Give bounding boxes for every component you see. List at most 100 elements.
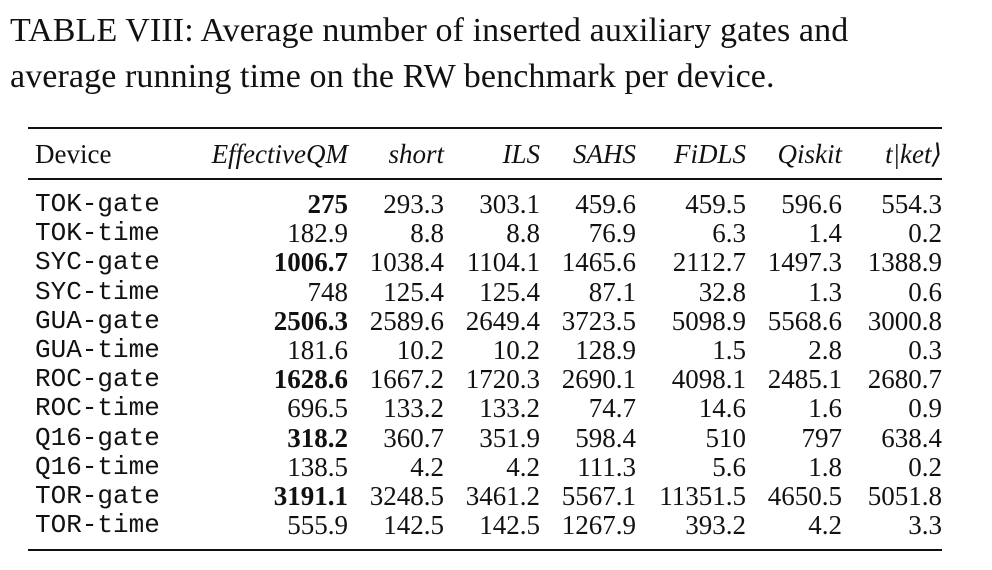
column-header-effectiveqm: EffectiveQM bbox=[211, 139, 348, 169]
row-label-cell: SYC-gate bbox=[35, 247, 160, 278]
table-caption: TABLE VIII: Average number of inserted a… bbox=[10, 8, 985, 100]
table-body: TOK-gate 275 293.3 303.1 459.6 459.5 596.6 554.… bbox=[28, 173, 942, 540]
value-cell-qiskit: 1.8 bbox=[808, 451, 842, 482]
table-row: ROC-gate 1628.6 1667.2 1720.3 2690.1 4098.1 24… bbox=[28, 365, 942, 394]
value-cell-effectiveqm: 138.5 bbox=[287, 451, 348, 482]
value-cell-tket: 3000.8 bbox=[867, 305, 942, 336]
value-cell-tket: 5051.8 bbox=[867, 481, 942, 512]
value-cell-effectiveqm: 555.9 bbox=[287, 510, 348, 541]
value-cell-sahs: 1267.9 bbox=[561, 510, 636, 541]
value-cell-sahs: 1465.6 bbox=[561, 247, 636, 278]
value-cell-short: 125.4 bbox=[383, 276, 444, 307]
row-label-cell: ROC-gate bbox=[35, 364, 160, 395]
value-cell-fidls: 14.6 bbox=[698, 393, 746, 424]
value-cell-fidls: 6.3 bbox=[712, 218, 746, 249]
table-row: GUA-gate 2506.3 2589.6 2649.4 3723.5 5098.9 55… bbox=[28, 305, 942, 336]
value-cell-ils: 10.2 bbox=[492, 335, 540, 366]
value-cell-qiskit: 4650.5 bbox=[767, 481, 842, 512]
row-label-cell: ROC-time bbox=[35, 393, 160, 424]
value-cell-fidls: 1.5 bbox=[712, 335, 746, 366]
value-cell-short: 3248.5 bbox=[369, 481, 444, 512]
table-row: SYC-time 748 125.4 125.4 87.1 32.8 1.3 0.6 bbox=[28, 276, 942, 307]
row-label-cell: GUA-gate bbox=[35, 305, 160, 336]
value-cell-sahs: 459.6 bbox=[575, 189, 636, 219]
value-cell-qiskit: 5568.6 bbox=[767, 305, 842, 336]
value-cell-effectiveqm: 318.2 bbox=[287, 422, 348, 453]
value-cell-short: 10.2 bbox=[396, 335, 444, 366]
row-label-cell: TOK-time bbox=[35, 218, 160, 249]
value-cell-fidls: 5098.9 bbox=[671, 305, 746, 336]
table-header-row: Device EffectiveQM short ILS SAHS FiDLS Qiskit… bbox=[28, 136, 942, 173]
value-cell-short: 293.3 bbox=[383, 189, 444, 219]
value-cell-tket: 554.3 bbox=[881, 189, 942, 219]
value-cell-ils: 3461.2 bbox=[465, 481, 540, 512]
value-cell-effectiveqm: 2506.3 bbox=[273, 305, 348, 336]
table-row: TOR-gate 3191.1 3248.5 3461.2 5567.1 11351.5 4… bbox=[28, 481, 942, 512]
column-header-sahs: SAHS bbox=[573, 139, 636, 169]
value-cell-tket: 2680.7 bbox=[867, 364, 942, 395]
value-cell-effectiveqm: 1628.6 bbox=[273, 364, 348, 395]
column-header-tket: t|ket⟩ bbox=[885, 139, 942, 169]
value-cell-tket: 0.6 bbox=[908, 276, 942, 307]
value-cell-short: 4.2 bbox=[410, 451, 444, 482]
value-cell-sahs: 128.9 bbox=[575, 335, 636, 366]
table-top-rule bbox=[28, 127, 942, 129]
column-header-ils: ILS bbox=[502, 139, 540, 169]
value-cell-effectiveqm: 3191.1 bbox=[273, 481, 348, 512]
value-cell-fidls: 11351.5 bbox=[659, 481, 746, 512]
caption-line-2: average running time on the RW benchmark… bbox=[10, 58, 775, 95]
value-cell-qiskit: 2.8 bbox=[808, 335, 842, 366]
value-cell-tket: 0.2 bbox=[908, 451, 942, 482]
value-cell-qiskit: 596.6 bbox=[781, 189, 842, 219]
value-cell-short: 8.8 bbox=[410, 218, 444, 249]
value-cell-ils: 142.5 bbox=[479, 510, 540, 541]
column-header-device: Device bbox=[35, 139, 112, 169]
value-cell-effectiveqm: 181.6 bbox=[287, 335, 348, 366]
table-bottom-rule bbox=[28, 549, 942, 551]
value-cell-effectiveqm: 696.5 bbox=[287, 393, 348, 424]
value-cell-ils: 2649.4 bbox=[465, 305, 540, 336]
value-cell-tket: 0.2 bbox=[908, 218, 942, 249]
value-cell-fidls: 510 bbox=[705, 422, 747, 453]
value-cell-qiskit: 1.3 bbox=[808, 276, 842, 307]
value-cell-fidls: 32.8 bbox=[698, 276, 746, 307]
table-row: TOK-time 182.9 8.8 8.8 76.9 6.3 1.4 0.2 bbox=[28, 219, 942, 248]
value-cell-sahs: 87.1 bbox=[588, 276, 636, 307]
column-header-qiskit: Qiskit bbox=[777, 139, 843, 169]
value-cell-tket: 638.4 bbox=[881, 422, 942, 453]
caption-line-1: TABLE VIII: Average number of inserted a… bbox=[10, 12, 849, 49]
value-cell-sahs: 111.3 bbox=[577, 451, 636, 482]
row-label-cell: TOK-gate bbox=[35, 189, 160, 219]
table-row: Q16-time 138.5 4.2 4.2 111.3 5.6 1.8 0.2 bbox=[28, 451, 942, 482]
value-cell-short: 2589.6 bbox=[369, 305, 444, 336]
value-cell-fidls: 5.6 bbox=[712, 451, 746, 482]
value-cell-ils: 1720.3 bbox=[465, 364, 540, 395]
row-label-cell: SYC-time bbox=[35, 276, 160, 307]
value-cell-effectiveqm: 1006.7 bbox=[273, 247, 348, 278]
column-header-short: short bbox=[388, 139, 444, 169]
table-row: SYC-gate 1006.7 1038.4 1104.1 1465.6 2112.7 14… bbox=[28, 248, 942, 277]
value-cell-effectiveqm: 748 bbox=[307, 276, 349, 307]
row-label-cell: Q16-gate bbox=[35, 422, 160, 453]
value-cell-tket: 1388.9 bbox=[867, 247, 942, 278]
value-cell-qiskit: 1.6 bbox=[808, 393, 842, 424]
value-cell-fidls: 459.5 bbox=[685, 189, 746, 219]
value-cell-fidls: 4098.1 bbox=[671, 364, 746, 395]
value-cell-ils: 303.1 bbox=[479, 189, 540, 219]
column-header-fidls: FiDLS bbox=[673, 139, 746, 169]
value-cell-ils: 8.8 bbox=[506, 218, 540, 249]
value-cell-tket: 0.9 bbox=[908, 393, 942, 424]
value-cell-ils: 351.9 bbox=[479, 422, 540, 453]
row-label-cell: Q16-time bbox=[35, 451, 160, 482]
value-cell-sahs: 598.4 bbox=[575, 422, 636, 453]
value-cell-qiskit: 4.2 bbox=[808, 510, 842, 541]
results-table: Device EffectiveQM short ILS SAHS FiDLS Qiskit… bbox=[28, 136, 942, 540]
value-cell-sahs: 5567.1 bbox=[561, 481, 636, 512]
value-cell-fidls: 393.2 bbox=[685, 510, 746, 541]
table-header-rule bbox=[28, 178, 942, 180]
value-cell-short: 1038.4 bbox=[369, 247, 444, 278]
value-cell-short: 1667.2 bbox=[369, 364, 444, 395]
value-cell-short: 142.5 bbox=[383, 510, 444, 541]
value-cell-ils: 125.4 bbox=[479, 276, 540, 307]
row-label-cell: TOR-time bbox=[35, 510, 160, 541]
